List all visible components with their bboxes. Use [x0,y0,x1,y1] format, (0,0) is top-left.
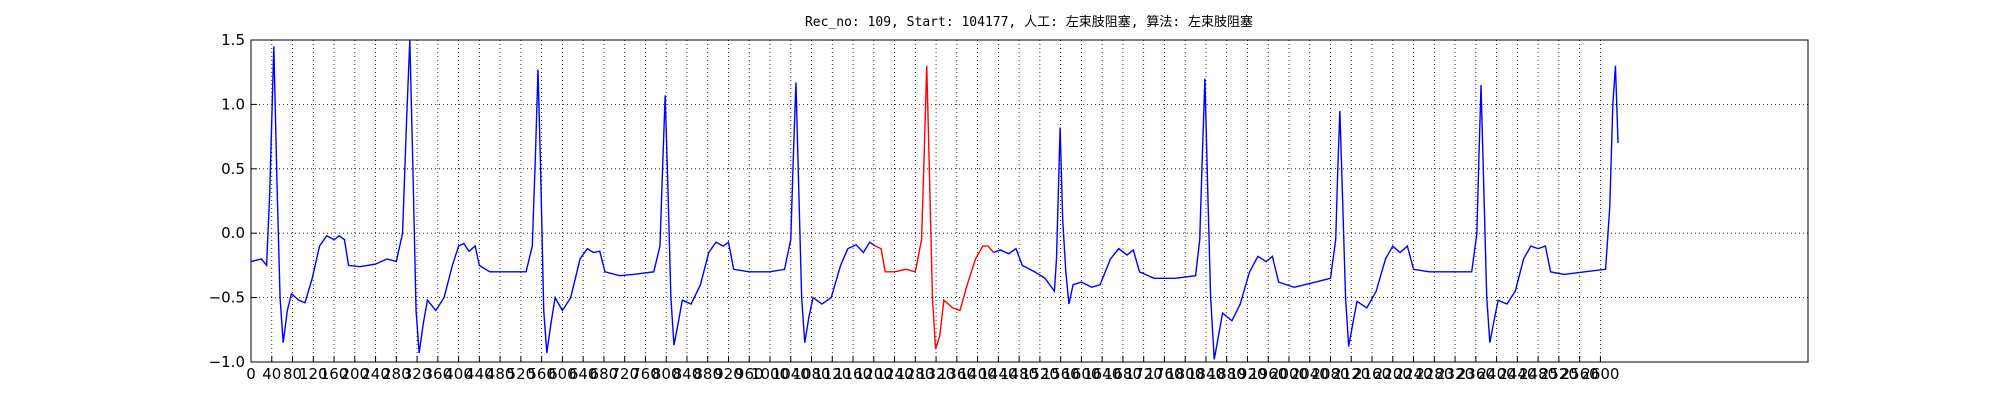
x-tick-label: 2040 [1291,365,1329,383]
x-tick-label: 640 [569,365,598,383]
x-tick-label: 1760 [1145,365,1183,383]
x-tick-label: 1160 [834,365,872,383]
y-tick-label: −1.0 [209,353,245,371]
x-tick-label: 2400 [1478,365,1516,383]
x-tick-label: 400 [444,365,473,383]
x-tick-label: 1920 [1228,365,1266,383]
x-tick-label: 1520 [1021,365,1059,383]
x-tick-label: 680 [590,365,619,383]
x-tick-label: 960 [735,365,764,383]
x-tick-label: 2360 [1457,365,1495,383]
x-tick-label: 880 [693,365,722,383]
y-tick-label: 1.5 [221,31,245,49]
x-tick-label: 520 [507,365,536,383]
x-tick-label: 1360 [938,365,976,383]
x-tick-label: 800 [652,365,681,383]
y-tick-label: 0.5 [221,160,245,178]
x-tick-label: 1480 [1000,365,1038,383]
x-tick-label: 1400 [959,365,997,383]
x-tick-label: 2080 [1311,365,1349,383]
x-tick-label: 2440 [1498,365,1536,383]
x-tick-label: 2520 [1540,365,1578,383]
x-tick-label: 1280 [896,365,934,383]
x-tick-label: 2240 [1394,365,1432,383]
x-tick-label: 1240 [875,365,913,383]
x-tick-label: 2000 [1270,365,1308,383]
x-tick-label: 1440 [979,365,1017,383]
x-tick-label: 2200 [1374,365,1412,383]
x-tick-label: 1640 [1083,365,1121,383]
x-tick-label: 120 [299,365,328,383]
x-tick-label: 1320 [917,365,955,383]
plot-frame [250,39,1809,363]
x-tick-label: 2120 [1332,365,1370,383]
ecg-line [993,65,1619,360]
x-tick-label: 1600 [1062,365,1100,383]
x-tick-label: 2320 [1436,365,1474,383]
x-tick-label: 1120 [813,365,851,383]
x-tick-label: 760 [631,365,660,383]
x-tick-label: 560 [527,365,556,383]
x-tick-label: 160 [320,365,349,383]
x-tick-label: 280 [382,365,411,383]
x-tick-label: 600 [548,365,577,383]
x-tick-label: 2280 [1415,365,1453,383]
x-tick-label: 2600 [1581,365,1619,383]
x-tick-label: 1040 [772,365,810,383]
y-tick-label: −0.5 [209,289,245,307]
x-tick-label: 1200 [855,365,893,383]
x-tick-label: 240 [361,365,390,383]
x-tick-label: 1680 [1104,365,1142,383]
x-tick-label: 200 [340,365,369,383]
chart-title: Rec_no: 109, Start: 104177, 人工: 左束肢阻塞, 算… [805,14,1253,30]
x-tick-label: 1800 [1166,365,1204,383]
x-tick-label: 920 [714,365,743,383]
x-tick-label: 80 [283,365,302,383]
x-tick-label: 480 [486,365,515,383]
x-tick-label: 1000 [751,365,789,383]
x-tick-label: 0 [246,365,256,383]
x-tick-label: 1080 [792,365,830,383]
x-tick-label: 2160 [1353,365,1391,383]
ecg-line [250,39,876,354]
x-tick-label: 1840 [1187,365,1225,383]
x-tick-label: 360 [424,365,453,383]
x-tick-label: 1560 [1042,365,1080,383]
x-tick-label: 1880 [1208,365,1246,383]
ecg-line [875,65,995,350]
x-tick-label: 2560 [1561,365,1599,383]
y-tick-label: 1.0 [221,95,245,113]
y-tick-label: 0.0 [221,224,245,242]
x-tick-label: 840 [673,365,702,383]
x-tick-label: 720 [610,365,639,383]
x-tick-label: 440 [465,365,494,383]
x-tick-label: 2480 [1519,365,1557,383]
x-tick-label: 320 [403,365,432,383]
x-tick-label: 40 [262,365,281,383]
x-tick-label: 1960 [1249,365,1287,383]
x-tick-label: 1720 [1125,365,1163,383]
